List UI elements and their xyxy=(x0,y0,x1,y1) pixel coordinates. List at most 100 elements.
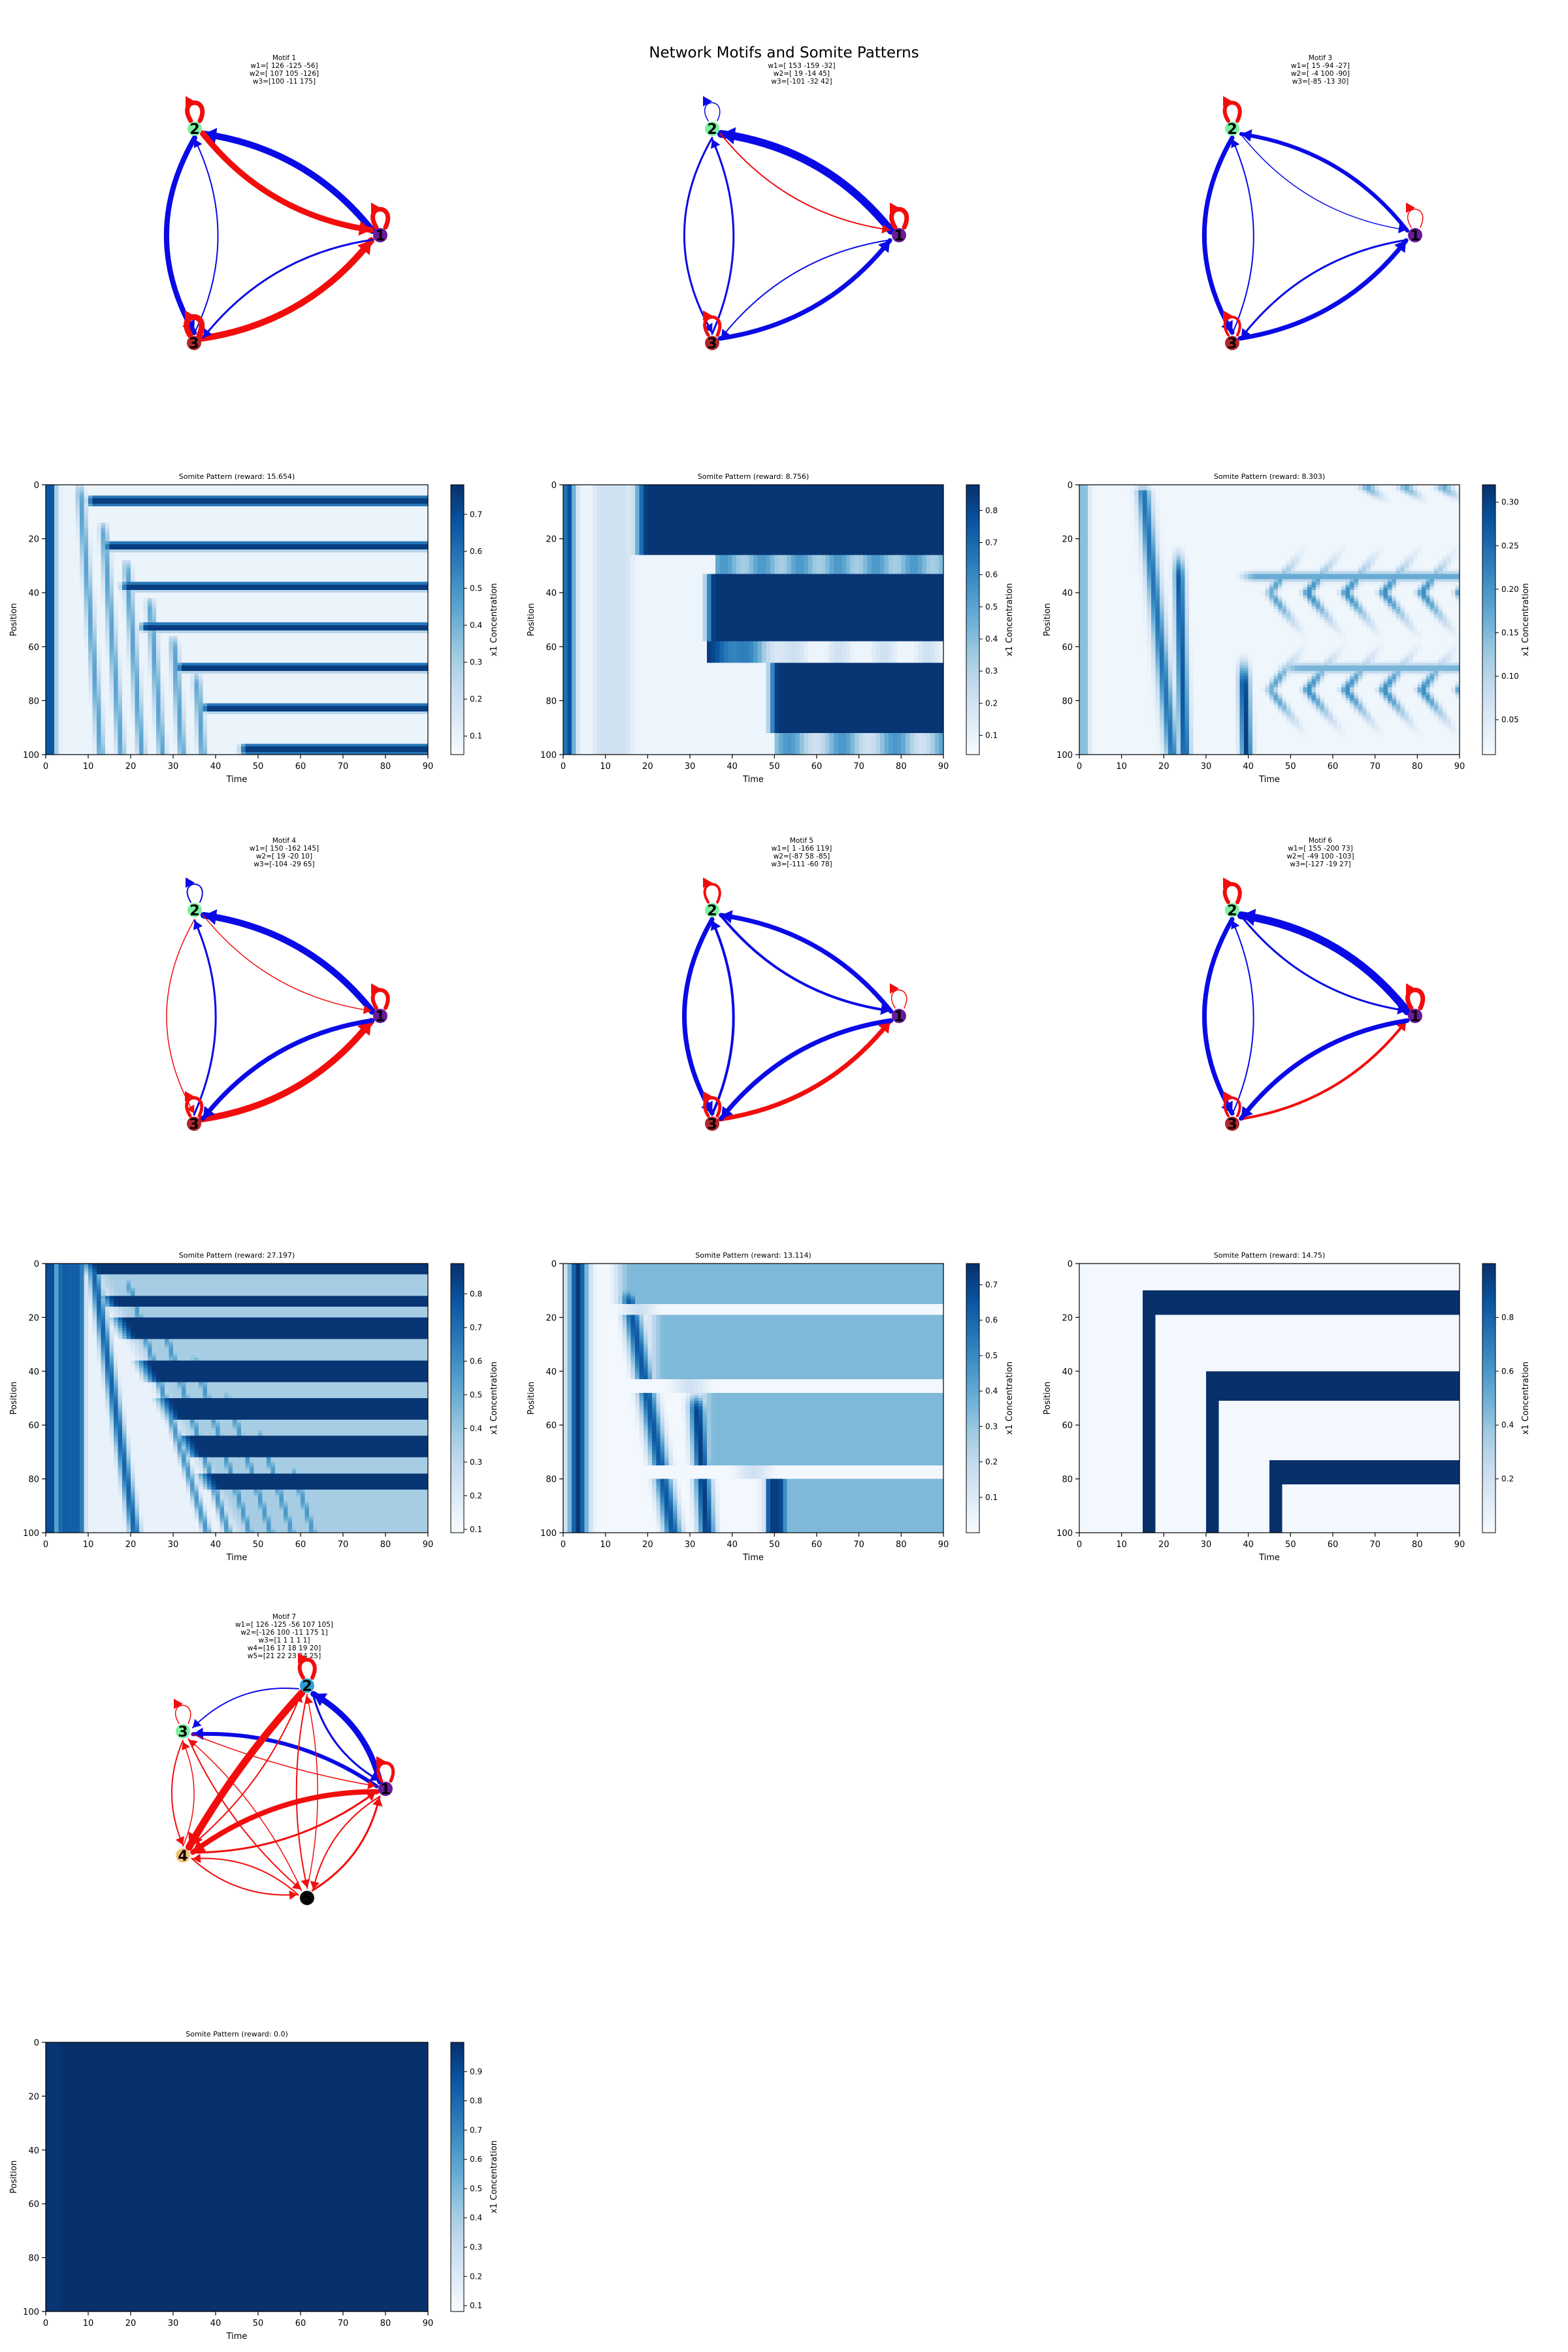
heatmap-cell xyxy=(250,539,254,542)
heatmap-cell xyxy=(339,525,344,529)
heatmap-cell xyxy=(182,571,186,574)
heatmap-cell xyxy=(59,561,63,564)
heatmap-cell xyxy=(365,576,369,580)
heatmap-cell xyxy=(199,498,203,502)
heatmap-cell xyxy=(186,568,191,572)
heatmap-cell xyxy=(88,496,93,499)
heatmap-cell xyxy=(394,487,399,491)
heatmap-cell xyxy=(110,547,114,550)
heatmap-cell xyxy=(156,544,161,547)
node-label-2: 2 xyxy=(707,122,717,138)
heatmap-cell xyxy=(110,555,114,558)
heatmap-cell xyxy=(339,574,344,577)
heatmap-cell xyxy=(169,528,174,531)
heatmap-cell xyxy=(356,580,361,583)
motif-title-line: Motif 6 xyxy=(1309,837,1333,845)
heatmap-cell xyxy=(275,493,280,496)
heatmap-cell xyxy=(105,561,110,564)
heatmap-cell xyxy=(169,498,174,502)
heatmap-cell xyxy=(199,531,203,534)
heatmap-cell xyxy=(322,574,327,577)
heatmap-cell xyxy=(377,539,382,542)
heatmap-cell xyxy=(411,574,416,577)
heatmap-cell xyxy=(254,571,259,574)
heatmap-cell xyxy=(368,498,373,502)
heatmap-cell xyxy=(220,525,225,529)
heatmap-cell xyxy=(343,496,348,499)
heatmap-cell xyxy=(173,582,178,585)
motif-panel-1: Motif 1w1=[ 126 -125 -56]w2=[ 107 105 -1… xyxy=(167,54,388,352)
heatmap-cell xyxy=(186,496,191,499)
heatmap-cell xyxy=(80,539,84,542)
node-label-5: 5 xyxy=(302,1891,312,1907)
heatmap-cell xyxy=(402,576,407,580)
heatmap-cell xyxy=(46,504,50,507)
heatmap-cell xyxy=(169,493,174,496)
heatmap-cell xyxy=(271,558,276,561)
heatmap-cell xyxy=(46,542,50,545)
heatmap-cell xyxy=(139,539,144,542)
heatmap-cell xyxy=(161,549,165,553)
heatmap-cell xyxy=(271,568,276,572)
edge-line xyxy=(720,240,890,338)
heatmap-cell xyxy=(365,506,369,510)
heatmap-cell xyxy=(309,525,314,529)
heatmap-cell xyxy=(297,542,301,545)
heatmap-cell xyxy=(50,539,55,542)
heatmap-cell xyxy=(118,509,123,512)
heatmap-cell xyxy=(59,555,63,558)
heatmap-cell xyxy=(76,582,80,585)
heatmap-cell xyxy=(195,528,199,531)
heatmap-cell xyxy=(161,520,165,523)
heatmap-cell xyxy=(63,536,67,539)
heatmap-cell xyxy=(322,542,327,545)
heatmap-cell xyxy=(241,498,246,502)
heatmap-cell xyxy=(80,568,84,572)
heatmap-cell xyxy=(76,514,80,517)
heatmap-cell xyxy=(254,566,259,569)
heatmap-cell xyxy=(258,531,263,534)
heatmap-cell xyxy=(301,501,305,504)
heatmap-cell xyxy=(419,558,424,561)
heatmap-cell xyxy=(165,485,169,488)
heatmap-cell xyxy=(161,582,165,585)
heatmap-cell xyxy=(263,520,267,523)
node-label-3: 3 xyxy=(707,336,717,352)
heatmap-cell xyxy=(297,549,301,553)
heatmap-cell xyxy=(314,555,318,558)
heatmap-cell xyxy=(263,485,267,488)
heatmap-cell xyxy=(93,517,97,521)
heatmap-cell xyxy=(84,501,89,504)
heatmap-cell xyxy=(284,509,288,512)
heatmap-cell xyxy=(178,528,182,531)
heatmap-cell xyxy=(59,563,63,566)
heatmap-cell xyxy=(339,493,344,496)
heatmap-cell xyxy=(368,539,373,542)
heatmap-cell xyxy=(241,493,246,496)
heatmap-cell xyxy=(382,552,386,555)
heatmap-cell xyxy=(152,531,157,534)
heatmap-cell xyxy=(377,509,382,512)
heatmap-cell xyxy=(284,487,288,491)
heatmap-cell xyxy=(127,536,131,539)
heatmap-cell xyxy=(169,568,174,572)
heatmap-cell xyxy=(343,574,348,577)
heatmap-cell xyxy=(351,566,356,569)
heatmap-cell xyxy=(165,549,169,553)
heatmap-cell xyxy=(339,504,344,507)
heatmap-cell xyxy=(301,571,305,574)
heatmap-cell xyxy=(190,558,195,561)
heatmap-cell xyxy=(360,487,365,491)
heatmap-cell xyxy=(267,571,271,574)
heatmap-cell xyxy=(122,555,127,558)
heatmap-cell xyxy=(84,580,89,583)
edge-line xyxy=(203,915,371,1011)
heatmap-cell xyxy=(280,576,284,580)
heatmap-cell xyxy=(203,533,208,536)
heatmap-cell xyxy=(250,582,254,585)
heatmap-cell xyxy=(419,525,424,529)
heatmap-cell xyxy=(80,506,84,510)
heatmap-cell xyxy=(331,561,335,564)
heatmap-cell xyxy=(165,576,169,580)
heatmap-cell xyxy=(71,496,76,499)
